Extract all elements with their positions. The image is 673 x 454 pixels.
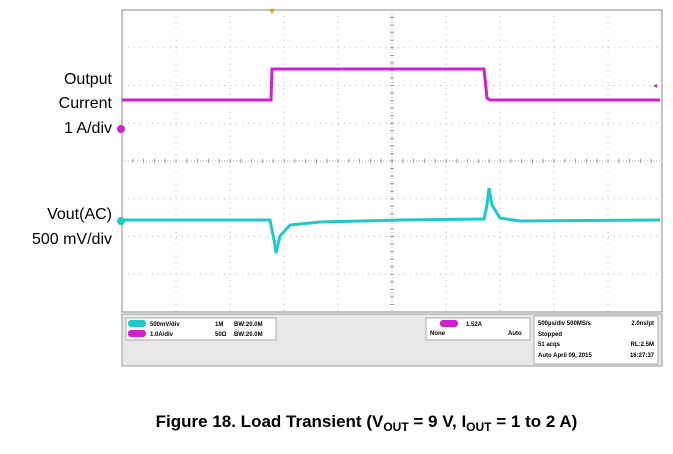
label: Current	[59, 95, 113, 112]
status-text: RL:2.5M	[631, 342, 654, 348]
status-text: 51 acqs	[538, 342, 561, 348]
ch1-marker	[117, 217, 125, 225]
caption-sub: OUT	[383, 420, 408, 434]
scope: ▼ ◂ Output Current 1 A/div Vout(AC) 500 …	[0, 0, 673, 454]
status-text: None	[430, 331, 446, 337]
label: Vout(AC)	[47, 206, 112, 223]
page: {"labels": {"output": ["Output", "Curren…	[0, 0, 673, 454]
trigger-badge	[440, 320, 458, 327]
status-text: BW:20.0M	[234, 322, 263, 328]
caption: Figure 18. Load Transient (VOUT = 9 V, I…	[0, 412, 673, 434]
status-text: 50Ω	[215, 332, 227, 338]
caption-text: = 9 V, I	[409, 412, 467, 431]
status-text: Stopped	[538, 332, 562, 338]
trigger-marker: ▼	[268, 6, 277, 16]
label: Output	[64, 71, 113, 88]
status-text: 16:27:37	[630, 353, 655, 359]
status-text: 1.52A	[466, 322, 483, 328]
label: 500 mV/div	[32, 231, 112, 248]
caption-text: Figure 18. Load Transient (V	[156, 412, 384, 431]
status-text: 1M	[215, 322, 223, 328]
caption-text: = 1 to 2 A)	[492, 412, 578, 431]
ch4-badge	[128, 330, 146, 337]
status-text: Auto April 09, 2015	[538, 353, 592, 359]
status-text: 500mV/div	[150, 322, 180, 328]
status-text: Auto	[508, 331, 522, 337]
status-text: 2.0ns/pt	[631, 321, 654, 327]
ch1-badge	[128, 320, 146, 327]
status-text: BW:20.0M	[234, 332, 263, 338]
status-text: 500µs/div 500MS/s	[538, 321, 591, 327]
ch4-marker	[117, 125, 125, 133]
level-marker: ◂	[653, 81, 657, 90]
caption-sub: OUT	[466, 420, 491, 434]
status-text: 1.0A/div	[150, 332, 174, 338]
label: 1 A/div	[64, 120, 112, 137]
